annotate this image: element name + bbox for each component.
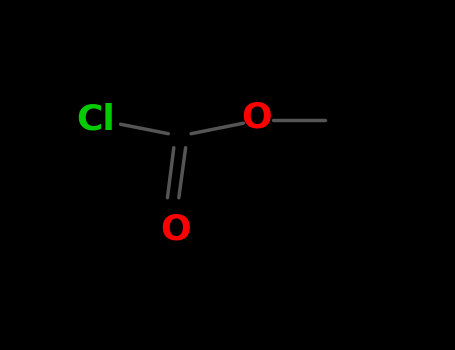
Text: O: O (242, 100, 273, 134)
Text: Cl: Cl (76, 102, 115, 136)
Text: O: O (160, 212, 191, 246)
